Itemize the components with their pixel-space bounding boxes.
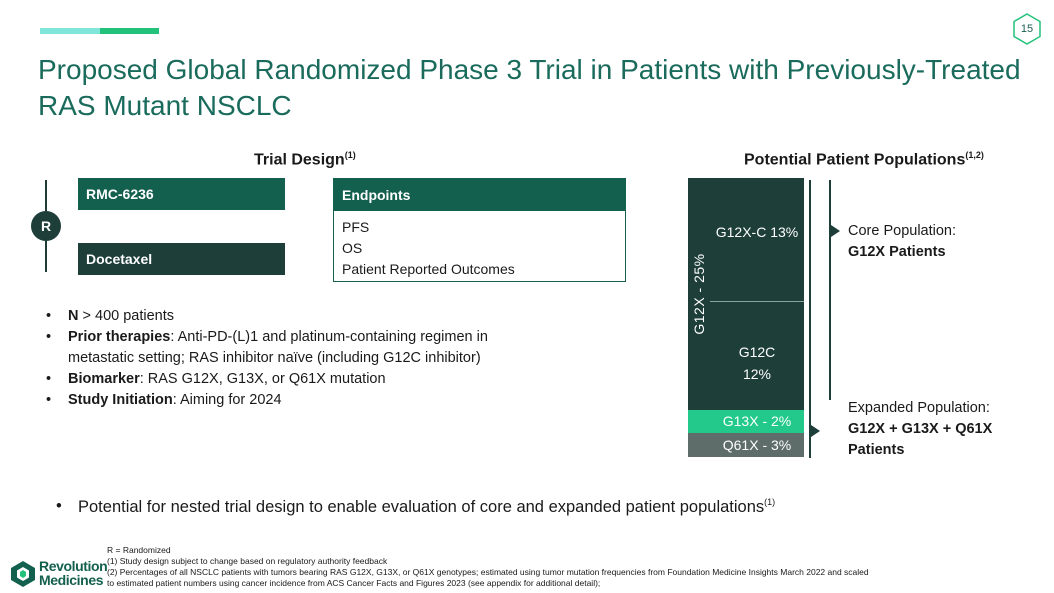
logo-line-1: Revolution — [39, 558, 108, 574]
accent-bar-light — [40, 28, 100, 34]
trial-design-heading: Trial Design(1) — [254, 150, 356, 169]
footnote: (1) Study design subject to change based… — [107, 556, 388, 566]
populations-heading-sup: (1,2) — [965, 150, 984, 160]
segment-g12x-c-label: G12X-C 13% — [715, 224, 799, 240]
core-population: Core Population: G12X Patients — [848, 221, 956, 263]
endpoint-item: Patient Reported Outcomes — [342, 261, 515, 277]
footnote: R = Randomized — [107, 545, 171, 555]
page-number: 15 — [1020, 23, 1034, 35]
bullet-n: N > 400 patients — [46, 306, 516, 327]
core-arrow-icon — [831, 225, 840, 237]
core-population-label: Core Population: — [848, 223, 957, 239]
segment-q61x-label: Q61X - 3% — [722, 437, 792, 453]
randomized-badge: R — [31, 211, 61, 241]
segment-g13x: G13X - 2% — [688, 410, 804, 433]
populations-heading: Potential Patient Populations(1,2) — [744, 150, 984, 169]
logo-wordmark: Revolution Medicines — [39, 558, 108, 588]
segment-g12c: G12C 12% — [710, 302, 804, 410]
footnote: (2) Percentages of all NSCLC patients wi… — [107, 567, 869, 577]
expanded-population-label: Expanded Population: — [848, 400, 990, 416]
endpoints-box: Endpoints PFS OS Patient Reported Outcom… — [333, 178, 626, 282]
expanded-population-value-1: G12X + G13X + Q61X — [848, 421, 993, 437]
trial-bullets: N > 400 patients Prior therapies: Anti-P… — [46, 306, 516, 411]
core-bracket — [829, 180, 831, 400]
page-number-badge: 15 — [1011, 13, 1043, 45]
nested-design-text: Potential for nested trial design to ena… — [78, 497, 765, 516]
arm-docetaxel: Docetaxel — [78, 243, 285, 275]
trial-design-heading-sup: (1) — [344, 150, 356, 160]
arm-rmc-6236: RMC-6236 — [78, 178, 285, 210]
endpoints-header: Endpoints — [334, 179, 625, 211]
accent-bar-dark — [100, 28, 159, 34]
expanded-population: Expanded Population: G12X + G13X + Q61X … — [848, 398, 992, 461]
page-title: Proposed Global Randomized Phase 3 Trial… — [38, 54, 1021, 121]
endpoint-item: OS — [342, 240, 363, 256]
footnote: to estimated patient numbers using cance… — [107, 578, 601, 588]
core-population-value: G12X Patients — [848, 244, 946, 260]
segment-q61x: Q61X - 3% — [688, 433, 804, 457]
expanded-arrow-icon — [811, 425, 820, 437]
nested-design-sup: (1) — [764, 497, 776, 507]
segment-g12c-pct: 12% — [742, 366, 772, 382]
g12x-side-bar: G12X - 25% — [688, 178, 710, 410]
population-stack: G12X - 25% G12X-C 13% G12C 12% G13X - 2%… — [688, 178, 804, 457]
endpoints-list: PFS OS Patient Reported Outcomes — [334, 211, 625, 286]
g12x-side-label: G12X - 25% — [691, 253, 707, 335]
segment-g12x-c: G12X-C 13% — [710, 178, 804, 302]
bullet-biomarker: Biomarker: RAS G12X, G13X, or Q61X mutat… — [46, 369, 516, 390]
bullet-prior-therapies: Prior therapies: Anti-PD-(L)1 and platin… — [46, 327, 516, 369]
expanded-bracket — [809, 180, 811, 458]
hexagon-icon — [1013, 13, 1041, 45]
endpoint-item: PFS — [342, 219, 370, 235]
segment-g13x-label: G13X - 2% — [722, 413, 792, 429]
logo-mark-icon — [11, 561, 35, 587]
expanded-population-value-2: Patients — [848, 442, 905, 458]
nested-design-note: Potential for nested trial design to ena… — [56, 497, 775, 517]
segment-g12c-name: G12C — [738, 344, 776, 360]
trial-design-heading-text: Trial Design — [254, 151, 345, 169]
revolution-medicines-logo: Revolution Medicines — [10, 558, 108, 590]
populations-heading-text: Potential Patient Populations — [744, 151, 966, 169]
footnotes: R = Randomized (1) Study design subject … — [107, 545, 1037, 589]
logo-line-2: Medicines — [39, 572, 104, 588]
bullet-study-initiation: Study Initiation: Aiming for 2024 — [46, 390, 516, 411]
